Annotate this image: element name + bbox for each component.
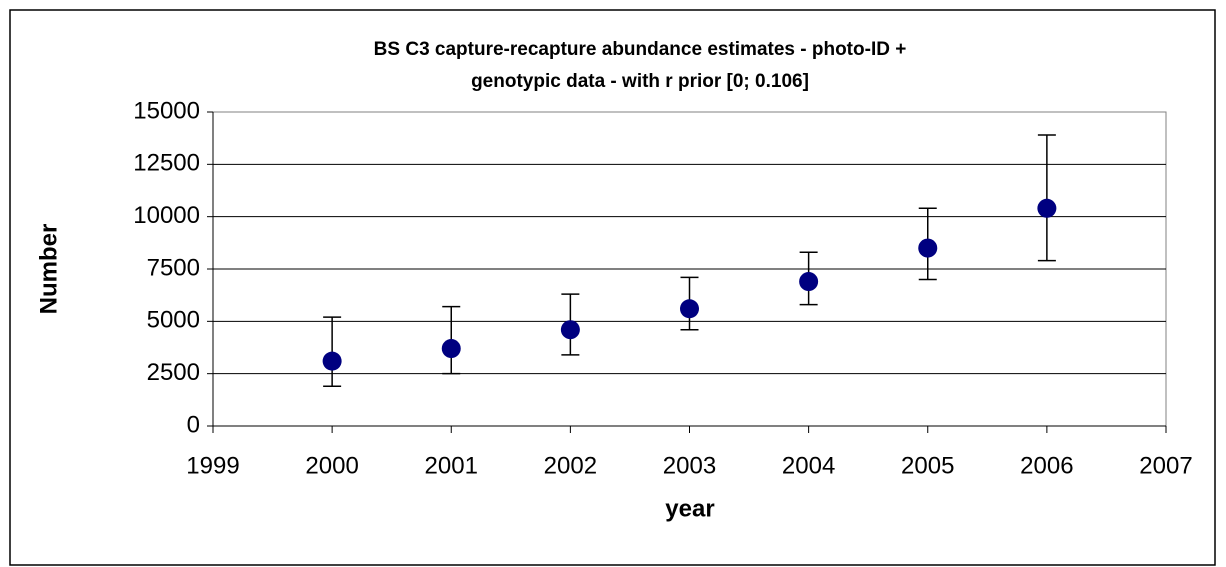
point <box>322 351 342 371</box>
y-tick-label: 2500 <box>147 359 200 386</box>
y-tick-label: 7500 <box>147 254 200 281</box>
y-axis-label: Number <box>35 224 62 315</box>
point <box>799 272 819 292</box>
point <box>1037 198 1057 218</box>
point <box>918 238 938 258</box>
x-tick-label: 2000 <box>305 452 358 479</box>
point <box>560 320 580 340</box>
y-tick-label: 5000 <box>147 307 200 334</box>
x-tick-label: 1999 <box>186 452 239 479</box>
x-tick-label: 2003 <box>663 452 716 479</box>
x-tick-label: 2005 <box>901 452 954 479</box>
x-tick-label: 2006 <box>1020 452 1073 479</box>
y-tick-label: 12500 <box>133 150 200 177</box>
y-tick-label: 0 <box>187 411 200 438</box>
point <box>441 339 461 359</box>
x-tick-label: 2002 <box>544 452 597 479</box>
point <box>680 299 699 319</box>
chart-title: BS C3 capture-recapture abundance estima… <box>373 39 907 92</box>
x-tick-label: 2001 <box>425 452 478 479</box>
y-tick-label: 10000 <box>133 202 200 229</box>
y-tick-label: 15000 <box>133 97 200 124</box>
x-axis-label: year <box>665 495 714 522</box>
x-tick-label: 2007 <box>1139 452 1192 479</box>
x-tick-label: 2004 <box>782 452 835 479</box>
